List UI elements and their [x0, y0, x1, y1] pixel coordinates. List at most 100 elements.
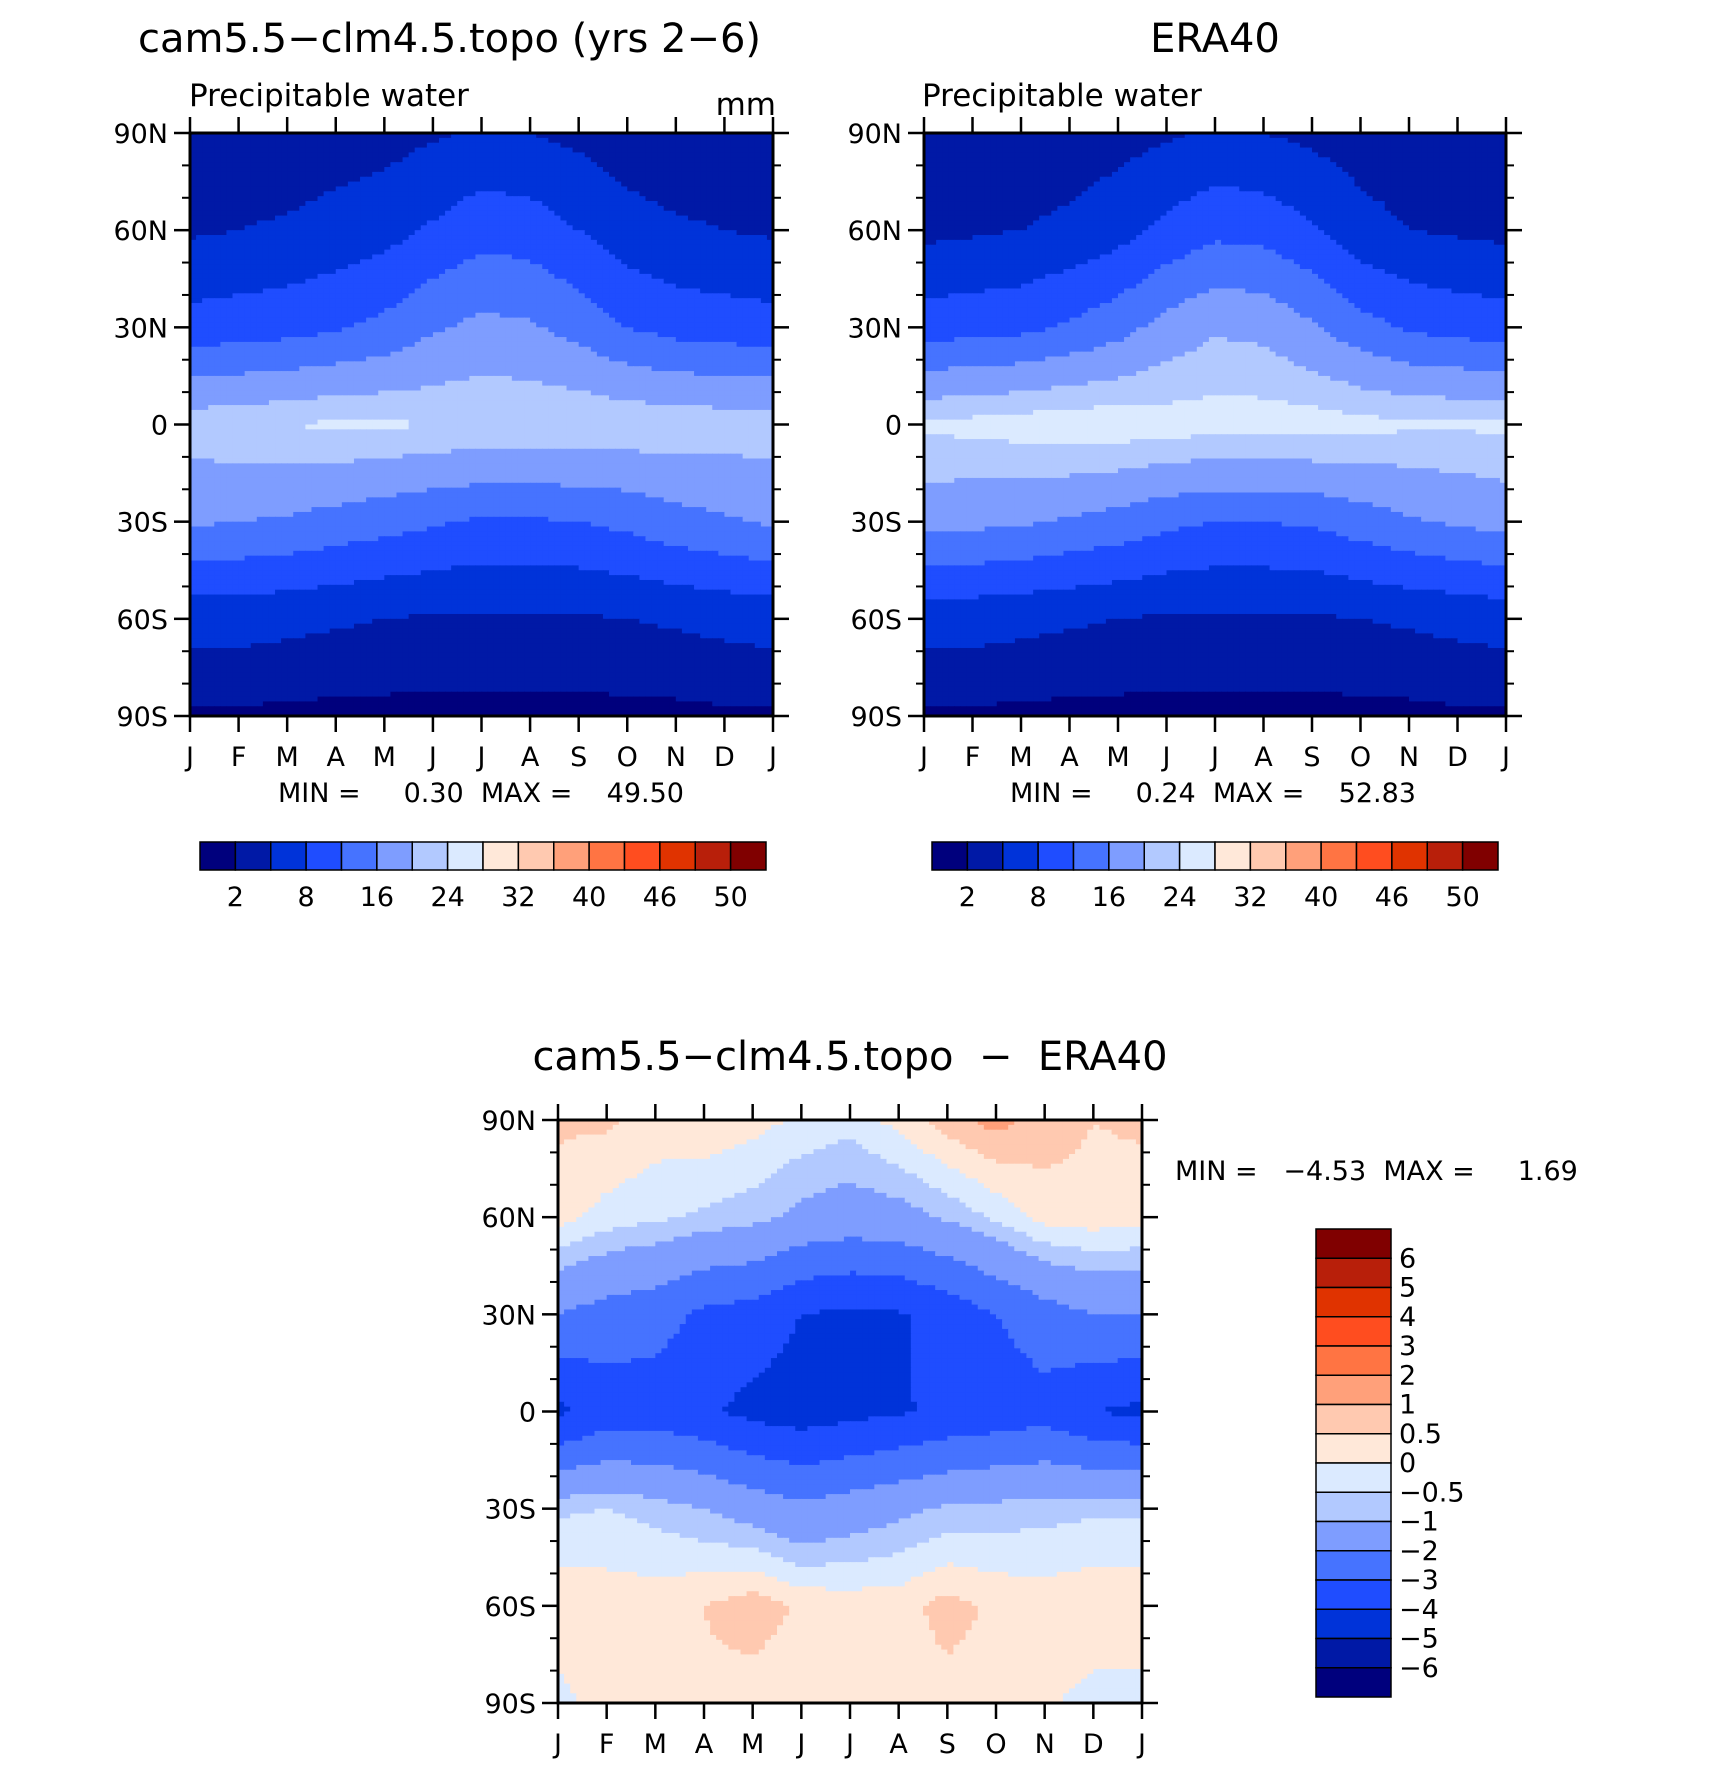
contour-cell — [724, 157, 732, 163]
contour-cell — [712, 137, 719, 144]
contour-cell — [621, 341, 628, 348]
contour-cell — [232, 337, 240, 343]
contour-cell — [742, 288, 750, 294]
contour-cell — [572, 220, 580, 226]
contour-cell — [299, 269, 306, 275]
contour-cell — [754, 346, 762, 353]
contour-cell — [445, 361, 452, 367]
contour-cell — [238, 186, 246, 192]
contour-cell — [208, 346, 215, 353]
contour-cell — [305, 361, 313, 367]
contour-cell — [353, 176, 361, 183]
contour-cell — [542, 356, 549, 362]
contour-cell — [700, 191, 707, 197]
contour-cell — [675, 298, 683, 304]
contour-cell — [244, 307, 252, 314]
contour-cell — [457, 191, 464, 197]
contour-cell — [609, 186, 616, 192]
contour-cell — [268, 215, 276, 222]
contour-cell — [317, 249, 325, 256]
contour-cell — [517, 371, 525, 377]
contour-cell — [566, 220, 574, 226]
contour-cell — [445, 371, 452, 377]
contour-cell — [615, 259, 622, 265]
contour-cell — [627, 361, 634, 367]
contour-cell — [694, 249, 701, 256]
contour-cell — [232, 361, 240, 367]
contour-cell — [396, 264, 404, 270]
contour-cell — [639, 239, 647, 246]
contour-cell — [281, 351, 288, 358]
contour-cell — [566, 215, 574, 222]
contour-cell — [420, 356, 428, 362]
contour-cell — [293, 361, 300, 367]
contour-cell — [275, 298, 282, 304]
contour-cell — [408, 230, 416, 236]
contour-cell — [275, 273, 282, 280]
contour-cell — [730, 191, 738, 197]
contour-cell — [511, 346, 519, 353]
contour-cell — [712, 273, 719, 280]
contour-cell — [505, 356, 513, 362]
contour-cell — [432, 288, 440, 294]
contour-cell — [766, 327, 773, 333]
contour-cell — [275, 375, 282, 382]
contour-cell — [633, 205, 640, 212]
contour-cell — [414, 259, 422, 265]
contour-cell — [426, 337, 434, 343]
contour-cell — [554, 303, 562, 309]
contour-cell — [335, 278, 343, 285]
contour-cell — [609, 298, 616, 304]
contour-cell — [651, 142, 659, 149]
contour-cell — [487, 137, 495, 144]
contour-cell — [311, 375, 319, 382]
contour-cell — [457, 230, 464, 236]
contour-cell — [505, 337, 513, 343]
contour-cell — [445, 375, 452, 382]
contour-cell — [687, 167, 695, 173]
contour-cell — [250, 332, 258, 338]
contour-cell — [548, 317, 555, 324]
contour-cell — [360, 366, 367, 372]
contour-cell — [390, 249, 398, 256]
contour-cell — [481, 288, 489, 294]
contour-cell — [244, 375, 252, 382]
contour-cell — [190, 375, 197, 382]
contour-cell — [366, 152, 373, 158]
contour-cell — [663, 220, 671, 226]
contour-cell — [542, 273, 549, 280]
contour-cell — [311, 152, 319, 158]
contour-cell — [250, 157, 258, 163]
contour-cell — [742, 147, 750, 154]
contour-cell — [681, 147, 689, 154]
contour-cell — [602, 371, 610, 377]
contour-cell — [214, 341, 221, 348]
contour-cell — [560, 278, 568, 285]
contour-cell — [706, 278, 713, 285]
contour-cell — [420, 283, 428, 290]
contour-cell — [475, 225, 483, 231]
contour-cell — [408, 133, 416, 139]
contour-cell — [250, 152, 258, 158]
contour-cell — [232, 191, 240, 197]
contour-cell — [305, 303, 313, 309]
contour-cell — [244, 196, 252, 202]
contour-cell — [621, 235, 628, 241]
contour-cell — [584, 152, 592, 158]
contour-cell — [511, 341, 519, 348]
contour-cell — [645, 176, 653, 183]
contour-cell — [651, 254, 659, 260]
contour-cell — [275, 201, 282, 207]
contour-cell — [511, 351, 519, 358]
contour-cell — [536, 142, 543, 149]
contour-cell — [639, 133, 647, 139]
contour-cell — [299, 225, 306, 231]
contour-cell — [596, 235, 604, 241]
contour-cell — [396, 288, 404, 294]
contour-cell — [360, 273, 367, 280]
contour-cell — [487, 269, 495, 275]
contour-cell — [469, 142, 477, 149]
contour-cell — [596, 181, 604, 188]
contour-cell — [196, 375, 203, 382]
contour-cell — [560, 181, 568, 188]
